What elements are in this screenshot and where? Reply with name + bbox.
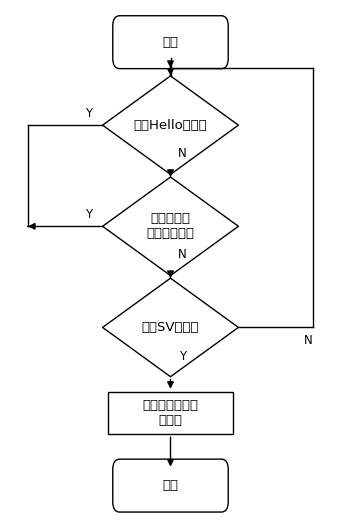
Polygon shape: [103, 278, 238, 376]
Text: N: N: [304, 334, 312, 347]
Text: 收到SV消息？: 收到SV消息？: [142, 321, 199, 334]
Text: 收到Hello消息？: 收到Hello消息？: [134, 119, 207, 132]
Text: 确定：遇到另一
个节点: 确定：遇到另一 个节点: [143, 399, 198, 427]
FancyBboxPatch shape: [113, 16, 228, 69]
Text: N: N: [178, 147, 187, 160]
Bar: [108, 392, 233, 434]
Text: 收到给自己
的数据分组？: 收到给自己 的数据分组？: [147, 212, 194, 240]
FancyBboxPatch shape: [113, 459, 228, 512]
Polygon shape: [103, 177, 238, 276]
Text: 结束: 结束: [163, 479, 178, 492]
Text: Y: Y: [86, 209, 92, 222]
Polygon shape: [103, 76, 238, 174]
Text: N: N: [178, 249, 187, 262]
Text: 开始: 开始: [163, 36, 178, 49]
Text: Y: Y: [86, 107, 92, 120]
Text: Y: Y: [179, 350, 186, 363]
